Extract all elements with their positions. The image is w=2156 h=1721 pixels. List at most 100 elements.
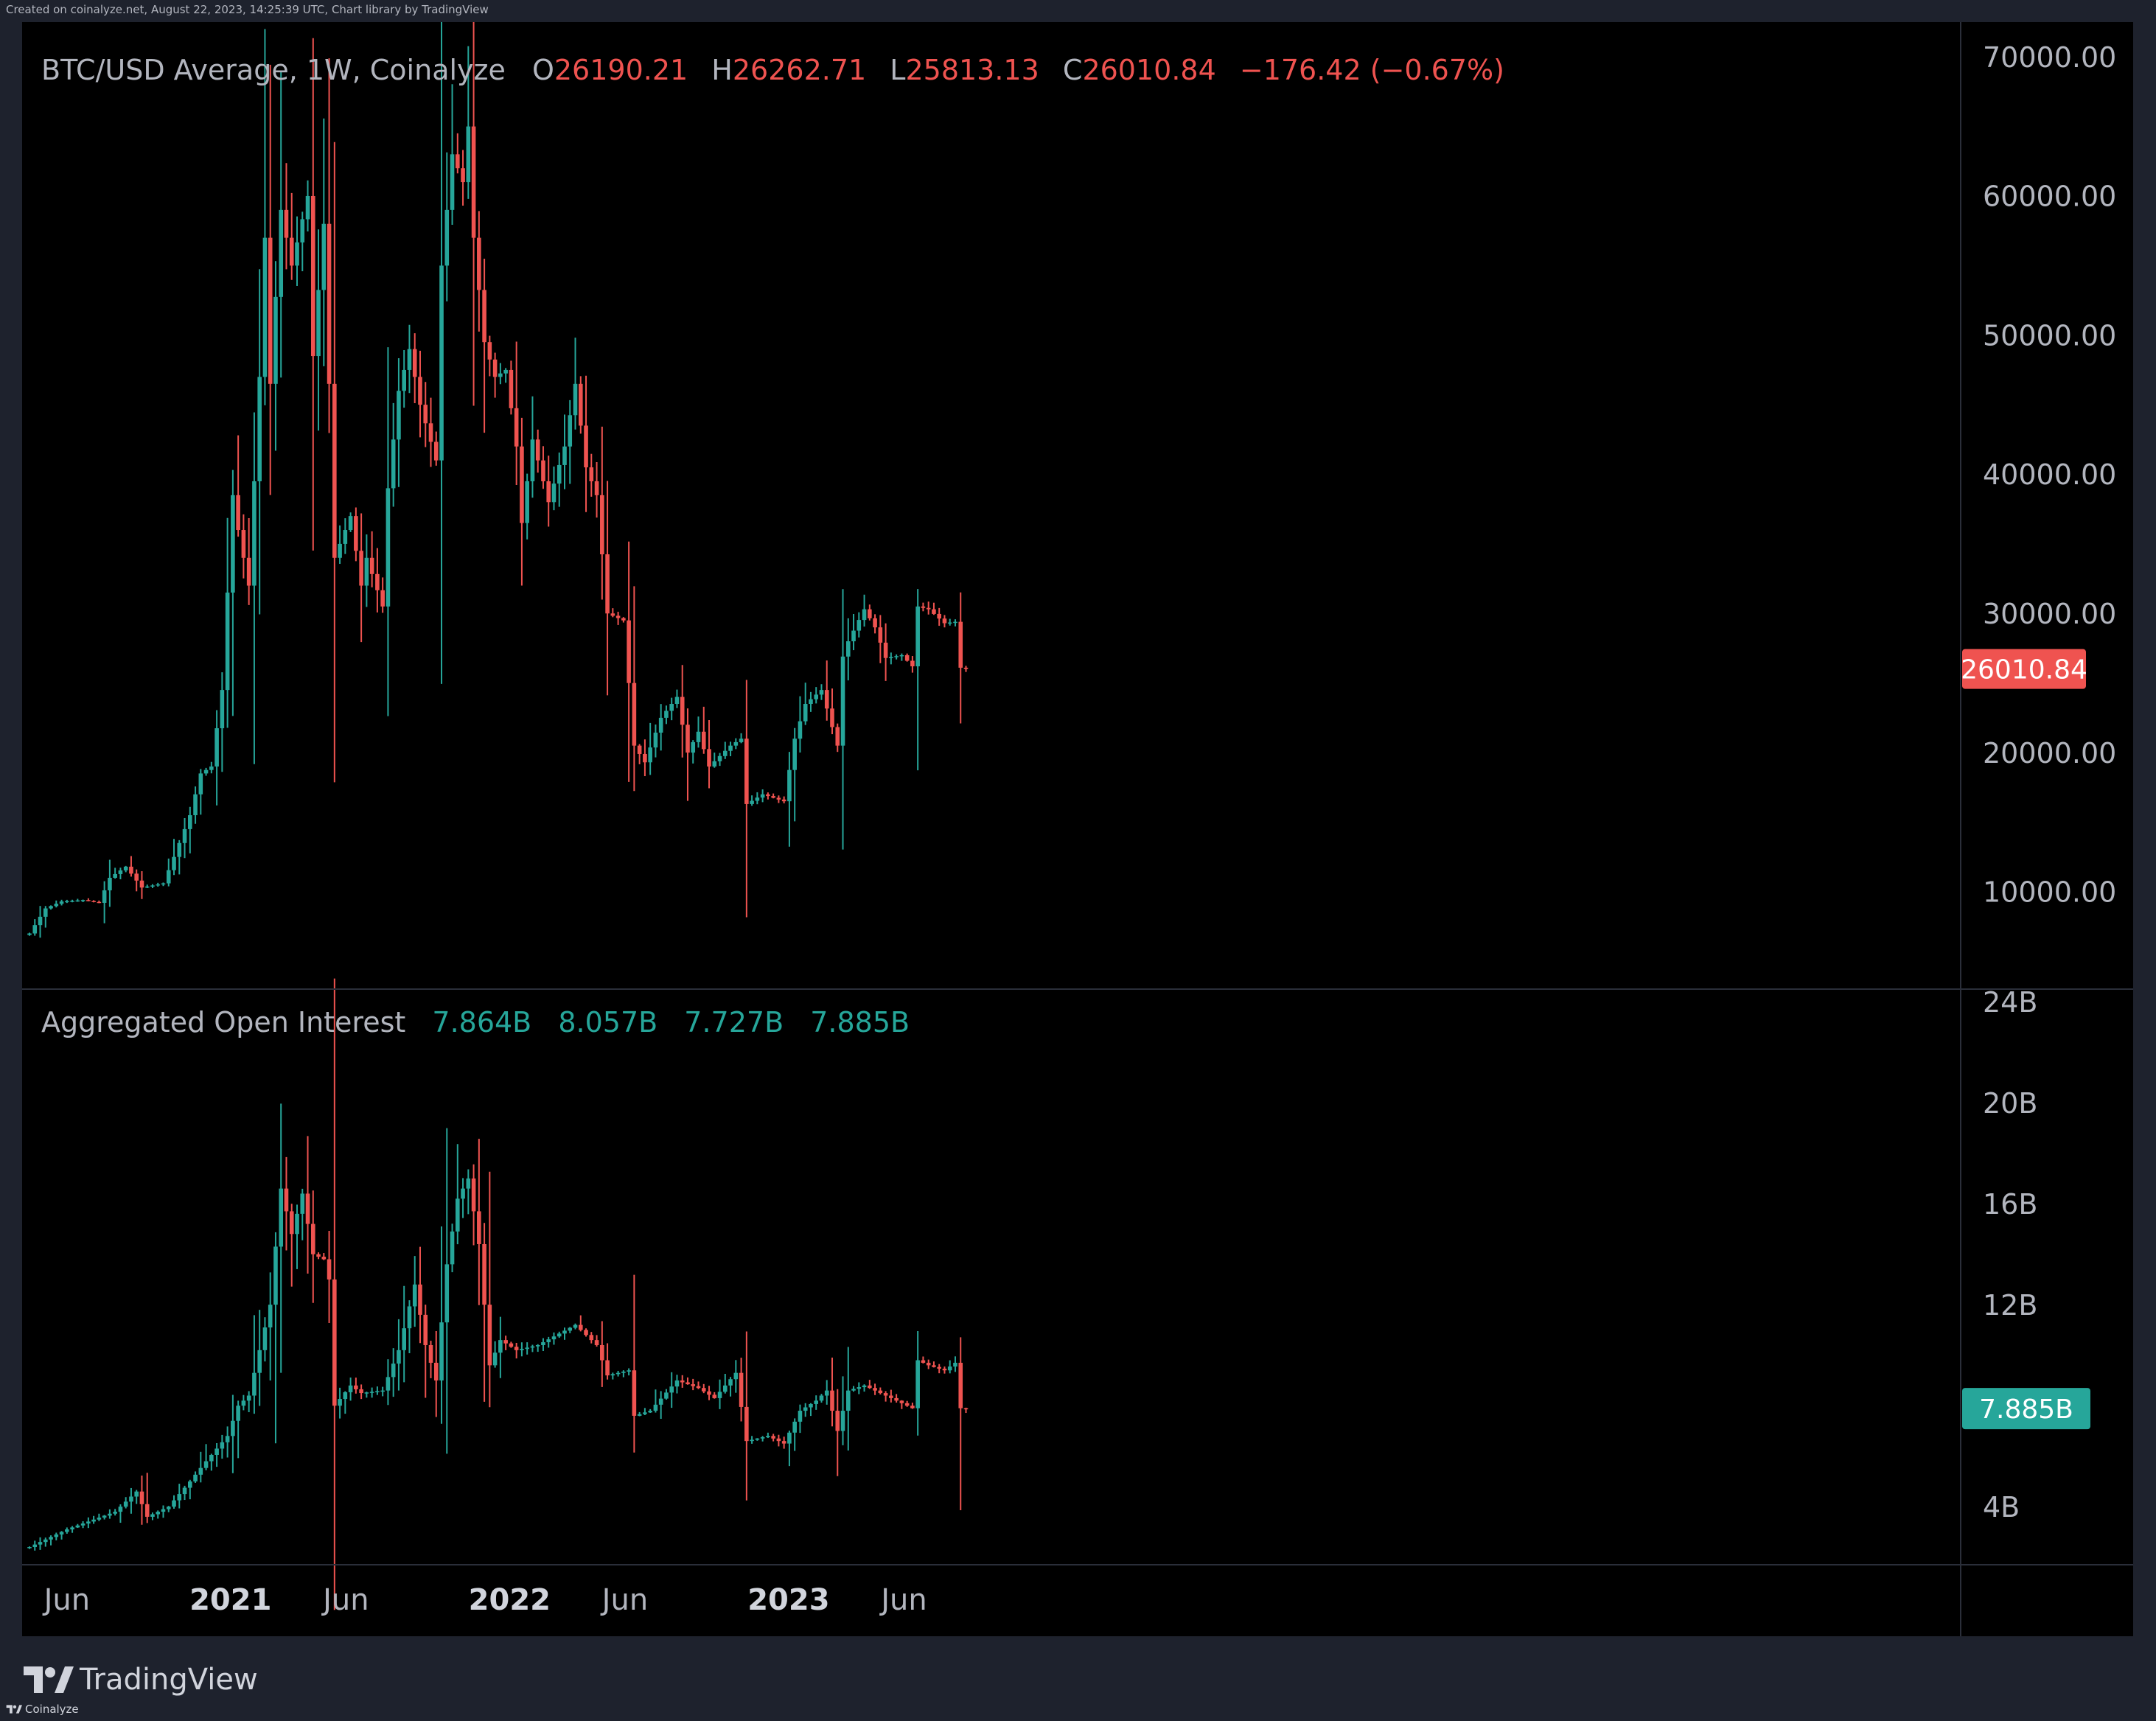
open_interest-candle xyxy=(503,1336,508,1350)
chart-frame[interactable]: 70000.00 60000.00 50000.00 40000.00 30000.00… xyxy=(22,22,2133,1636)
price-last-value: 26010.84 xyxy=(1961,655,2087,685)
price-candle xyxy=(284,163,289,270)
price-candle xyxy=(407,324,412,394)
open_interest-candle xyxy=(798,1404,803,1434)
price-candle xyxy=(156,882,161,887)
price-candle xyxy=(851,613,856,651)
open_interest-candle xyxy=(637,1411,642,1417)
open_interest-candle xyxy=(658,1391,663,1419)
price-candle xyxy=(456,133,460,174)
price-candle xyxy=(118,868,123,879)
tradingview-logo[interactable]: TradingView xyxy=(22,1660,258,1700)
price-candle xyxy=(894,654,899,660)
price-candle xyxy=(781,796,786,803)
price-candle xyxy=(75,898,80,902)
price-candle xyxy=(97,900,102,904)
price-candle xyxy=(932,602,936,615)
open_interest-candle xyxy=(824,1380,829,1405)
price-candle xyxy=(49,905,53,910)
open_interest-candle xyxy=(316,1252,321,1260)
price-candle xyxy=(43,906,48,928)
open_interest-candle xyxy=(680,1375,685,1388)
open_interest-candle xyxy=(97,1513,102,1521)
price-candle xyxy=(621,617,626,623)
price-candle xyxy=(38,906,43,938)
price-candle xyxy=(386,347,391,716)
time-axis-label: 2021 xyxy=(189,1583,271,1617)
price-candle xyxy=(54,900,59,908)
chart-canvas[interactable]: 70000.00 60000.00 50000.00 40000.00 30000.00… xyxy=(22,22,2133,1636)
open_interest-candle xyxy=(915,1331,920,1436)
price-candle xyxy=(889,652,893,665)
open_interest-candle xyxy=(375,1386,380,1395)
price-candle xyxy=(80,899,86,903)
open_interest-candle xyxy=(466,1169,471,1215)
price-candle xyxy=(658,704,663,751)
open_interest-candle xyxy=(273,1232,278,1444)
price-candle xyxy=(498,363,503,385)
open_interest-candle xyxy=(707,1386,711,1400)
oi-legend-open: 7.864B xyxy=(432,1006,531,1038)
open_interest-candle xyxy=(38,1537,43,1550)
open_interest-candle xyxy=(262,1317,268,1362)
price-candle xyxy=(423,382,428,447)
open_interest-candle xyxy=(257,1310,262,1406)
price-candle xyxy=(707,719,711,789)
open_interest-candle xyxy=(733,1360,739,1393)
open_interest-candle xyxy=(862,1384,867,1392)
tradingview-wordmark: TradingView xyxy=(80,1663,258,1697)
open_interest-candle xyxy=(883,1391,888,1402)
open_interest-candle xyxy=(696,1381,701,1389)
price-candle xyxy=(348,512,353,532)
price-y-tick-label: 10000.00 xyxy=(1983,876,2116,909)
price-candle xyxy=(397,357,401,487)
price-candle xyxy=(477,211,481,332)
created-note: Created on coinalyze.net, August 22, 202… xyxy=(6,3,489,16)
price-candle xyxy=(728,741,733,756)
price-candle xyxy=(669,697,674,721)
price-candle xyxy=(632,586,637,792)
open_interest-candle xyxy=(279,1103,284,1373)
open_interest-candle xyxy=(433,1330,439,1417)
price-candle xyxy=(418,350,422,438)
price-candle xyxy=(562,414,567,489)
price-candle xyxy=(589,453,594,497)
price-candle xyxy=(129,856,133,877)
open_interest-candle xyxy=(947,1360,952,1374)
price-candle xyxy=(899,653,904,661)
price-legend-low-label: L xyxy=(890,54,905,86)
price-candle xyxy=(520,417,524,586)
price-candle xyxy=(471,22,476,406)
price-candle xyxy=(193,786,198,824)
price-candle xyxy=(268,64,273,495)
open_interest-candle xyxy=(520,1342,524,1357)
price-candle xyxy=(91,900,96,903)
open_interest-candle xyxy=(91,1515,96,1524)
price-candle xyxy=(236,435,240,537)
price-candle xyxy=(857,612,862,638)
price-legend-close-label: C xyxy=(1063,54,1083,86)
open_interest-candle xyxy=(498,1316,503,1378)
price-legend-low: 25813.13 xyxy=(905,54,1039,86)
price-candle xyxy=(134,869,139,892)
oi-legend-title: Aggregated Open Interest xyxy=(41,1006,405,1038)
open_interest-candle xyxy=(444,1128,450,1454)
price-candle xyxy=(321,118,327,366)
open_interest-candle xyxy=(241,1394,246,1411)
open_interest-candle xyxy=(750,1436,754,1444)
open_interest-candle xyxy=(685,1377,690,1385)
open_interest-candle xyxy=(605,1343,610,1380)
price-candle xyxy=(252,412,257,764)
price-candle xyxy=(819,684,824,700)
price-candle xyxy=(332,142,337,783)
price-candle xyxy=(412,333,417,404)
open_interest-candle xyxy=(525,1342,529,1355)
open_interest-candle xyxy=(321,1253,327,1260)
price-candle xyxy=(461,150,465,206)
price-candle xyxy=(514,341,519,485)
price-candle xyxy=(958,592,963,724)
price-candle xyxy=(739,733,744,744)
open_interest-candle xyxy=(284,1156,289,1251)
open_interest-candle xyxy=(43,1537,48,1547)
price-candle xyxy=(648,722,652,775)
